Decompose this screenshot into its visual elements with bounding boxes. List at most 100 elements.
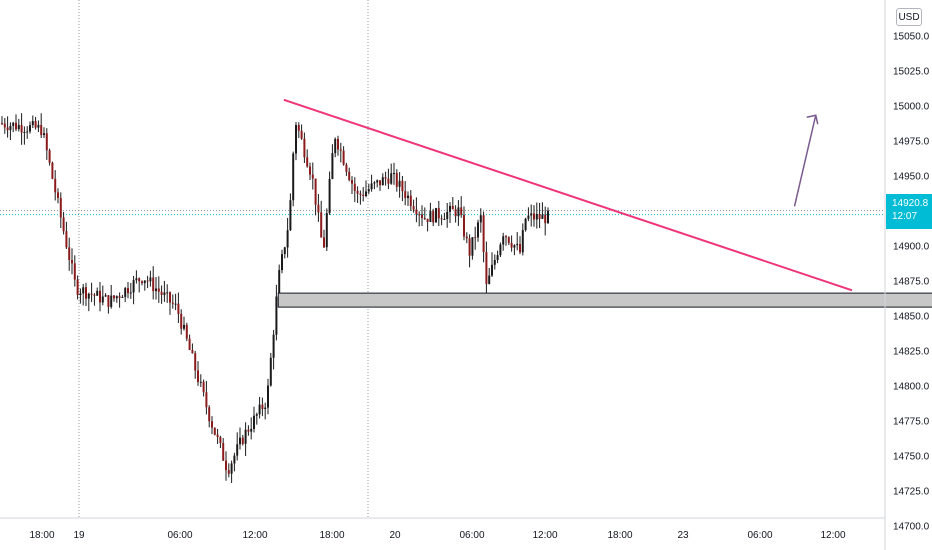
candle-body (530, 213, 533, 216)
candle-body (533, 213, 535, 220)
candle-body (135, 278, 138, 281)
candle-body (395, 172, 398, 187)
candle-body (451, 205, 454, 210)
candle-body (188, 338, 191, 350)
candle-body (40, 124, 43, 136)
candle-body (519, 244, 521, 253)
candle-body (227, 470, 230, 474)
candle-body (339, 149, 342, 151)
candle-body (241, 437, 244, 444)
candle-body (541, 214, 544, 219)
candle-body (325, 213, 328, 248)
candle-body (194, 353, 197, 371)
candle-body (45, 133, 48, 151)
candle-body (412, 206, 415, 210)
candle-body (48, 150, 51, 163)
candle-body (90, 293, 93, 295)
drawings[interactable] (277, 98, 932, 308)
candle-body (222, 442, 225, 461)
candle-body (163, 292, 166, 295)
candle-body (356, 190, 359, 194)
candle-body (401, 180, 404, 192)
candle-body (253, 415, 255, 429)
x-tick-label: 06:00 (747, 530, 772, 541)
candle-body (423, 218, 426, 220)
candle-body (23, 131, 26, 133)
candle-body (440, 218, 443, 220)
candle-body (474, 237, 477, 239)
candle-body (82, 287, 85, 294)
candle-body (43, 133, 45, 136)
candle-body (314, 178, 317, 205)
candle-body (538, 213, 541, 219)
candle-body (132, 280, 135, 293)
candle-body (345, 164, 348, 172)
candle-body (320, 212, 323, 238)
candle-body (211, 421, 213, 428)
candle-series (1, 113, 549, 483)
candle-body (381, 177, 384, 186)
candle-body (390, 173, 393, 184)
candle-body (482, 215, 485, 253)
candle-body (141, 281, 143, 284)
candle-body (15, 122, 17, 130)
candle-body (62, 217, 65, 232)
candle-body (337, 138, 339, 150)
candle-body (502, 236, 505, 245)
candle-body (535, 213, 538, 220)
candle-body (477, 222, 479, 238)
candle-body (138, 278, 141, 282)
candle-body (118, 296, 121, 298)
y-tick-label: 14775.0 (893, 417, 930, 428)
currency-button[interactable]: USD (896, 8, 922, 26)
candle-body (205, 392, 208, 408)
candle-body (225, 460, 227, 471)
candle-body (17, 125, 20, 130)
x-tick-label: 12:00 (532, 530, 557, 541)
candle-body (171, 302, 174, 304)
candle-body (37, 124, 40, 128)
candle-body (367, 189, 370, 192)
candle-body (446, 211, 449, 220)
y-tick-label: 14875.0 (893, 277, 930, 288)
candle-body (527, 215, 530, 219)
candle-body (507, 237, 510, 243)
candle-body (499, 244, 502, 256)
candle-body (26, 131, 29, 133)
candle-body (505, 236, 507, 238)
descending-trendline (283, 98, 853, 292)
candle-body (177, 303, 180, 314)
candle-body (216, 434, 219, 438)
y-tick-label: 14725.0 (893, 487, 930, 498)
y-tick-label: 14825.0 (893, 347, 930, 358)
candle-body (197, 370, 199, 382)
crosshair-grid (0, 0, 885, 518)
candle-body (174, 303, 177, 305)
candle-body (29, 125, 31, 132)
candle-body (185, 324, 188, 339)
y-tick-label: 15025.0 (893, 66, 930, 77)
candle-body (155, 288, 157, 292)
candle-body (6, 127, 9, 131)
candle-body (213, 427, 216, 435)
candle-body (373, 182, 376, 184)
candle-body (124, 288, 127, 297)
candle-body (309, 166, 311, 175)
candle-body (219, 437, 222, 443)
candle-body (54, 178, 57, 193)
candle-body (297, 125, 300, 131)
x-tick-label: 20 (389, 530, 401, 541)
y-tick-label: 14700.0 (893, 522, 930, 533)
candle-body (99, 290, 101, 303)
candle-body (544, 214, 547, 224)
candle-body (208, 407, 211, 422)
y-tick-label: 14800.0 (893, 382, 930, 393)
candle-body (34, 121, 37, 128)
candle-body (101, 296, 104, 303)
x-tick-label: 12:00 (242, 530, 267, 541)
candle-body (71, 260, 73, 264)
candle-body (328, 179, 331, 214)
candle-body (516, 244, 519, 246)
candle-body (300, 130, 303, 139)
